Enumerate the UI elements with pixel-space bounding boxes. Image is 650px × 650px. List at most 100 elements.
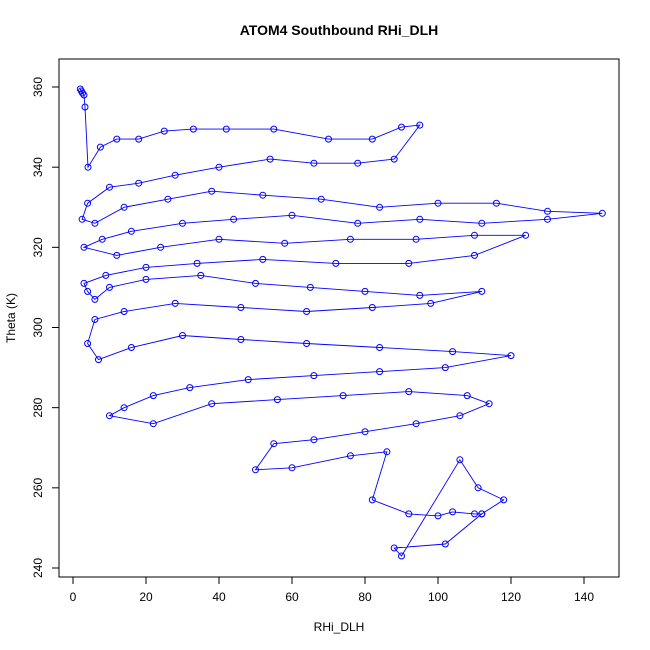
data-point [270, 125, 278, 133]
data-point [441, 540, 449, 548]
data-point [398, 552, 405, 560]
data-point [339, 392, 347, 400]
data-point [405, 388, 413, 396]
y-tick-label: 280 [31, 397, 45, 417]
data-point [127, 344, 135, 351]
data-point [80, 91, 88, 99]
data-point [368, 135, 376, 143]
data-point [113, 135, 121, 143]
data-point [208, 187, 216, 195]
x-axis-label: RHi_DLH [314, 620, 365, 634]
data-point [106, 412, 113, 420]
data-point [179, 219, 186, 227]
data-point [96, 143, 104, 151]
data-point [84, 199, 92, 207]
data-point [354, 219, 362, 227]
data-point [598, 209, 606, 217]
data-point [259, 255, 267, 263]
data-point [91, 316, 99, 323]
chart-title: ATOM4 Southbound RHi_DLH [240, 22, 439, 38]
data-point [281, 239, 289, 247]
data-point [157, 243, 165, 251]
data-point [230, 215, 238, 223]
data-point [471, 510, 478, 518]
data-point [91, 219, 99, 227]
data-point [500, 496, 508, 504]
data-point [84, 163, 92, 171]
series-lines [79, 88, 603, 557]
data-point [390, 155, 398, 163]
data-point [332, 259, 340, 267]
data-point [303, 308, 311, 315]
data-point [544, 207, 551, 215]
data-point [376, 368, 384, 376]
data-point [102, 271, 110, 279]
series-points [76, 85, 606, 560]
data-point [120, 404, 128, 412]
data-point [449, 348, 457, 356]
data-point [149, 392, 157, 400]
data-point [471, 231, 478, 239]
data-point [485, 400, 493, 408]
x-axis: 0 20 40 60 80 100 120 140 [70, 576, 594, 604]
y-tick-label: 320 [31, 237, 45, 257]
data-point [478, 219, 486, 227]
y-axis-label: Theta (K) [4, 293, 18, 343]
data-point [288, 211, 296, 219]
data-point [383, 448, 391, 456]
data-point [270, 440, 278, 448]
data-point [390, 544, 398, 552]
data-point [259, 191, 267, 199]
data-point [222, 125, 230, 133]
data-point [164, 195, 172, 203]
data-point [81, 103, 89, 111]
data-point [252, 279, 259, 287]
data-point [120, 203, 128, 211]
data-point [179, 332, 186, 339]
data-point [325, 135, 332, 143]
data-point [306, 283, 314, 291]
data-point [84, 340, 92, 347]
series-line [79, 88, 603, 557]
y-tick-label: 240 [31, 558, 45, 578]
data-point [405, 259, 413, 267]
data-point [171, 299, 179, 307]
y-tick-label: 340 [31, 157, 45, 177]
data-point [160, 127, 168, 135]
data-point [368, 304, 376, 311]
data-point [405, 510, 413, 518]
x-tick-label: 40 [212, 590, 226, 604]
y-axis: 240 260 280 300 320 340 360 [31, 77, 60, 578]
data-point [91, 295, 99, 303]
data-point [135, 179, 143, 187]
data-point [361, 287, 369, 295]
data-point [197, 271, 205, 279]
data-point [113, 251, 121, 259]
data-point [456, 456, 464, 464]
data-point [478, 510, 486, 518]
data-point [412, 420, 420, 428]
data-point [127, 227, 135, 235]
data-point [237, 304, 245, 311]
x-tick-label: 20 [139, 590, 153, 604]
data-point [303, 340, 311, 347]
data-point [142, 263, 150, 271]
data-point [273, 396, 281, 404]
data-point [120, 308, 128, 315]
data-point [346, 452, 354, 460]
data-point [84, 287, 92, 295]
x-tick-label: 120 [501, 590, 521, 604]
data-point [193, 259, 201, 267]
data-point [98, 235, 106, 243]
data-point [310, 372, 318, 380]
y-tick-label: 260 [31, 478, 45, 498]
data-point [434, 199, 442, 207]
data-point [80, 279, 88, 287]
data-point [507, 352, 515, 360]
x-tick-label: 0 [70, 590, 77, 604]
data-point [427, 299, 435, 307]
data-point [376, 203, 384, 211]
data-point [368, 496, 376, 504]
data-point [544, 215, 551, 223]
